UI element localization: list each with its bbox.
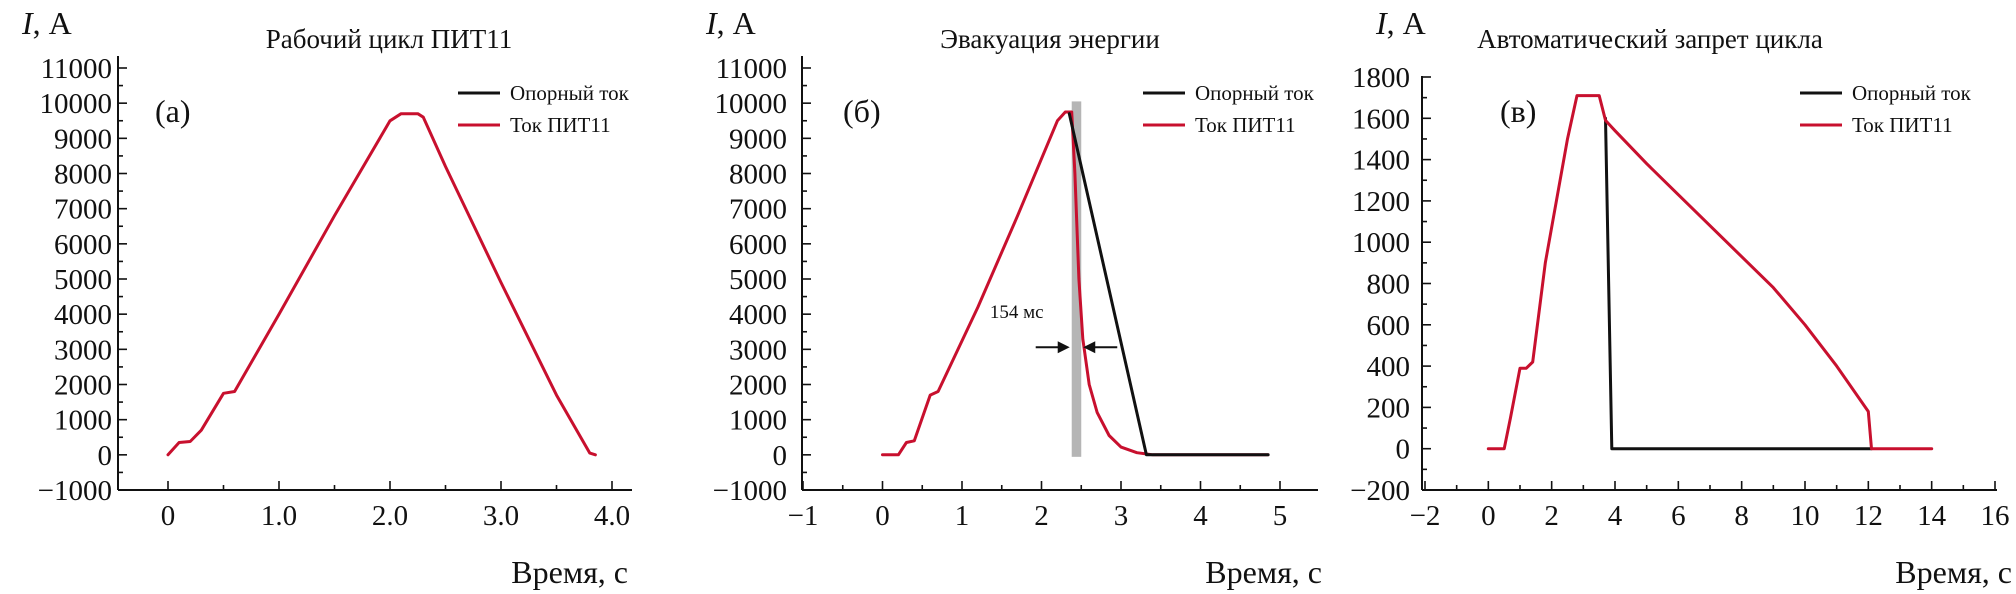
x-tick-label: 6 <box>1671 500 1686 532</box>
x-tick-label: 3 <box>1114 500 1129 532</box>
shaded-band <box>1071 101 1082 457</box>
y-axis-label: I, А <box>705 5 756 41</box>
chart-title: Эвакуация энергии <box>940 24 1160 54</box>
x-axis-label: Время, с <box>1895 554 2012 590</box>
chart-panel-1: −100001000200030004000500060007000800090… <box>21 5 632 590</box>
x-tick-label: 4.0 <box>594 500 630 532</box>
y-tick-label: 5000 <box>54 264 112 296</box>
y-tick-label: 1800 <box>1352 62 1410 94</box>
x-tick-label: 4 <box>1608 500 1623 532</box>
y-tick-label: 600 <box>1367 310 1411 342</box>
x-tick-label: 1 <box>955 500 970 532</box>
x-axis-label: Время, с <box>1205 554 1322 590</box>
legend-label: Ток ПИТ11 <box>1195 113 1296 137</box>
chart-title: Автоматический запрет цикла <box>1477 24 1823 54</box>
panel-label: (б) <box>843 93 881 129</box>
x-tick-label: 2.0 <box>372 500 408 532</box>
x-tick-label: 16 <box>1981 500 2010 532</box>
x-tick-label: 4 <box>1193 500 1208 532</box>
y-axis-label: I, А <box>1375 5 1426 41</box>
x-tick-label: 10 <box>1791 500 1820 532</box>
y-tick-label: 7000 <box>54 194 112 226</box>
y-tick-label: 0 <box>1396 434 1411 466</box>
series-line <box>166 112 597 457</box>
panel-label: (а) <box>155 93 191 129</box>
series-line <box>881 110 1270 457</box>
y-tick-label: 8000 <box>729 159 787 191</box>
y-tick-label: 1400 <box>1352 145 1410 177</box>
x-tick-label: 0 <box>875 500 890 532</box>
y-tick-label: 10000 <box>715 88 788 120</box>
y-tick-label: 0 <box>98 440 113 472</box>
y-tick-label: 5000 <box>729 264 787 296</box>
y-tick-label: 200 <box>1367 392 1411 424</box>
x-tick-label: 5 <box>1273 500 1288 532</box>
y-tick-label: 2000 <box>729 370 787 402</box>
x-tick-label: 2 <box>1034 500 1049 532</box>
y-tick-label: 400 <box>1367 351 1411 383</box>
y-tick-label: 6000 <box>54 229 112 261</box>
y-tick-label: 9000 <box>54 123 112 155</box>
chart-panel-2: −100001000200030004000500060007000800090… <box>705 5 1322 590</box>
panel-label: (в) <box>1500 93 1536 129</box>
x-tick-label: 14 <box>1917 500 1947 532</box>
x-tick-label: 3.0 <box>483 500 519 532</box>
legend-label: Опорный ток <box>1195 81 1315 105</box>
y-axis-variable: I <box>21 5 34 41</box>
x-tick-label: 0 <box>161 500 176 532</box>
y-axis-variable: I <box>1375 5 1388 41</box>
y-tick-label: 3000 <box>54 334 112 366</box>
x-tick-label: 12 <box>1854 500 1883 532</box>
y-axis-unit: , А <box>1387 5 1426 41</box>
y-axis-unit: , А <box>717 5 756 41</box>
x-tick-label: 8 <box>1734 500 1749 532</box>
y-axis-unit: , А <box>33 5 72 41</box>
y-tick-label: 1000 <box>1352 227 1410 259</box>
x-tick-label: 1.0 <box>261 500 297 532</box>
y-tick-label: 6000 <box>729 229 787 261</box>
y-tick-label: −1000 <box>38 475 112 507</box>
y-tick-label: 0 <box>773 440 788 472</box>
y-tick-label: 4000 <box>54 299 112 331</box>
y-tick-label: 11000 <box>41 53 112 85</box>
y-tick-label: 1600 <box>1352 103 1410 135</box>
x-tick-label: 0 <box>1481 500 1496 532</box>
annotation-arrowhead-left <box>1057 341 1070 354</box>
legend-label: Ток ПИТ11 <box>1852 113 1953 137</box>
y-tick-label: 2000 <box>54 370 112 402</box>
y-tick-label: −1000 <box>713 475 787 507</box>
x-tick-label: −2 <box>1410 500 1441 532</box>
chart-panel-3: −200 0 200 400 600 800 1000 1200 1400 1600 1800 −2 0… <box>1350 5 2012 590</box>
legend-label: Ток ПИТ11 <box>510 113 611 137</box>
series-line <box>1486 94 1934 451</box>
chart-title: Рабочий цикл ПИТ11 <box>266 24 513 54</box>
x-tick-label: −1 <box>788 500 819 532</box>
series-line <box>1067 112 1270 457</box>
legend-label: Опорный ток <box>1852 81 1972 105</box>
x-axis-label: Время, с <box>511 554 628 590</box>
series-line <box>1604 116 1873 451</box>
y-tick-label: 1200 <box>1352 186 1410 218</box>
y-tick-label: 1000 <box>54 405 112 437</box>
y-axis-label: I, А <box>21 5 72 41</box>
y-tick-label: 800 <box>1367 269 1411 301</box>
y-tick-label: 4000 <box>729 299 787 331</box>
annotation-arrowhead-right <box>1083 341 1096 354</box>
y-tick-label: 9000 <box>729 123 787 155</box>
y-tick-label: 1000 <box>729 405 787 437</box>
y-tick-label: 7000 <box>729 194 787 226</box>
y-tick-label: 8000 <box>54 159 112 191</box>
y-tick-label: 3000 <box>729 334 787 366</box>
x-tick-label: 2 <box>1544 500 1559 532</box>
annotation-text: 154 мс <box>990 302 1044 323</box>
y-tick-label: −200 <box>1350 475 1410 507</box>
y-tick-label: 11000 <box>716 53 787 85</box>
legend-label: Опорный ток <box>510 81 630 105</box>
y-axis-variable: I <box>705 5 718 41</box>
y-tick-label: 10000 <box>40 88 113 120</box>
